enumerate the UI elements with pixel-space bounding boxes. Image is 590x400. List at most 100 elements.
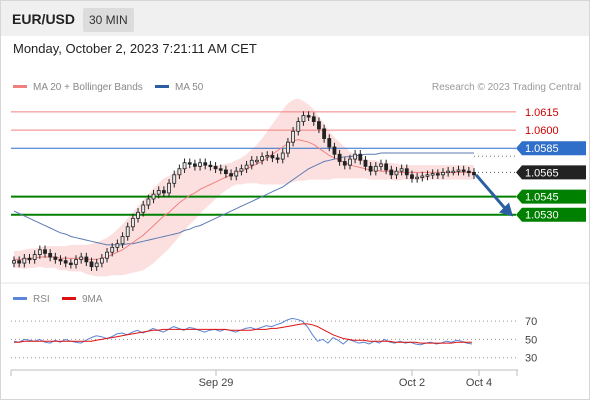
candle	[229, 169, 233, 181]
candle	[213, 162, 218, 173]
candle-body	[291, 130, 296, 143]
candle	[461, 165, 466, 176]
candle-body	[234, 170, 239, 177]
candle-body	[415, 176, 420, 180]
candle	[32, 250, 37, 264]
candle	[441, 168, 445, 180]
candle	[255, 156, 259, 165]
candle-body	[322, 128, 327, 139]
candle	[249, 156, 254, 170]
candle-body	[94, 262, 99, 268]
candle-body	[208, 164, 213, 168]
candle	[48, 249, 53, 262]
candle	[466, 166, 471, 177]
timestamp: Monday, October 2, 2023 7:21:11 AM CET	[13, 41, 257, 56]
candle-body	[125, 226, 130, 237]
candle	[27, 254, 32, 264]
candle-body	[74, 259, 78, 265]
candle	[151, 189, 156, 204]
candle	[404, 164, 409, 180]
candle-body	[198, 162, 202, 167]
candle-body	[404, 168, 409, 176]
candle-body	[130, 217, 135, 228]
candle	[275, 153, 280, 164]
candle-body	[151, 193, 156, 200]
ma50-line	[13, 152, 474, 246]
candle-body	[296, 121, 301, 132]
candle-body	[446, 170, 451, 174]
candle-body	[317, 121, 321, 130]
timeframe-button[interactable]: 30 MIN	[83, 8, 134, 32]
projection-arrowhead	[499, 202, 513, 217]
candle	[208, 160, 213, 171]
candle	[379, 159, 383, 171]
bollinger-band	[14, 98, 474, 277]
candle	[43, 245, 47, 258]
candle	[172, 170, 177, 188]
candle	[239, 164, 244, 176]
candle-body	[275, 157, 280, 160]
candle	[141, 200, 146, 217]
candle-body	[358, 153, 363, 161]
9ma-line	[14, 323, 472, 344]
candle-body	[425, 174, 430, 177]
candle	[105, 247, 109, 263]
candle	[410, 170, 414, 183]
candle-body	[389, 169, 394, 176]
candle	[161, 186, 166, 198]
candle-body	[353, 153, 358, 160]
candle	[58, 255, 63, 265]
candle	[353, 150, 358, 164]
credit-text: Research © 2023 Trading Central	[432, 82, 581, 93]
candle-body	[27, 257, 32, 261]
candle-body	[311, 116, 316, 123]
candle-body	[79, 256, 84, 260]
candle	[99, 254, 104, 268]
candle-body	[218, 168, 223, 171]
candle-body	[342, 161, 347, 166]
candle-body	[99, 257, 104, 264]
candle	[291, 127, 296, 147]
candle	[12, 256, 16, 268]
candle-body	[337, 153, 342, 162]
candle-body	[146, 198, 151, 206]
candle	[317, 117, 321, 134]
candle-body	[270, 155, 275, 159]
rsi-tick-label: 70	[525, 316, 537, 328]
candle	[435, 169, 440, 180]
candle-body	[394, 170, 399, 176]
candle-body	[301, 115, 306, 123]
candle-body	[22, 257, 27, 264]
rsi-line	[13, 317, 473, 346]
candle-body	[224, 169, 228, 174]
candle-body	[136, 211, 140, 219]
instrument-symbol: EUR/USD	[12, 11, 76, 27]
candle-body	[120, 236, 125, 245]
candle	[156, 186, 161, 199]
support-price-label: 1.0545	[525, 192, 559, 204]
ma20-legend-label: MA 20 + Bollinger Bands	[33, 82, 143, 93]
candle	[63, 256, 68, 268]
candle-body	[105, 251, 109, 259]
candle	[425, 170, 430, 181]
candle	[363, 156, 368, 171]
candle	[451, 166, 456, 176]
candle-body	[32, 254, 37, 260]
candle-body	[192, 163, 197, 167]
candle	[322, 124, 327, 143]
candle-body	[280, 152, 285, 160]
x-tick-label: Sep 29	[199, 377, 234, 389]
candle-body	[172, 174, 177, 184]
candle-body	[306, 115, 311, 118]
candle-body	[213, 165, 218, 170]
candle-body	[58, 259, 63, 262]
pivot-price-label: 1.0585	[525, 143, 559, 155]
support-price-tag	[516, 207, 586, 222]
candle-body	[229, 173, 233, 177]
rsi-legend: RSI 9MA	[13, 294, 103, 305]
candle	[337, 150, 342, 166]
candle	[265, 151, 270, 161]
candle	[332, 142, 337, 159]
candle	[311, 112, 316, 126]
candle	[182, 158, 187, 173]
